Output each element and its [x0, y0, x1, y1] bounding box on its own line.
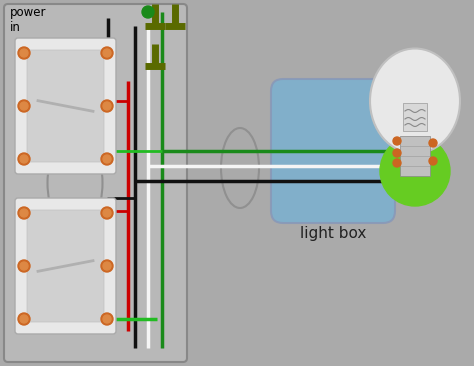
Circle shape [18, 260, 30, 272]
Circle shape [103, 262, 111, 270]
Circle shape [20, 315, 28, 323]
Circle shape [101, 313, 113, 325]
Circle shape [429, 139, 437, 147]
Circle shape [20, 49, 28, 57]
Text: power
in: power in [10, 6, 46, 34]
Circle shape [20, 155, 28, 163]
Circle shape [20, 102, 28, 110]
FancyBboxPatch shape [271, 79, 395, 223]
Circle shape [142, 6, 154, 18]
FancyBboxPatch shape [27, 210, 104, 322]
FancyBboxPatch shape [15, 38, 116, 174]
Circle shape [103, 155, 111, 163]
FancyBboxPatch shape [400, 136, 430, 176]
Circle shape [380, 136, 450, 206]
Circle shape [103, 49, 111, 57]
Circle shape [393, 137, 401, 145]
Circle shape [18, 153, 30, 165]
Circle shape [393, 149, 401, 157]
Circle shape [20, 209, 28, 217]
Ellipse shape [370, 49, 460, 153]
Circle shape [101, 260, 113, 272]
Circle shape [101, 207, 113, 219]
FancyBboxPatch shape [403, 103, 427, 131]
Text: light box: light box [300, 226, 366, 241]
FancyBboxPatch shape [4, 4, 187, 362]
Circle shape [18, 100, 30, 112]
Circle shape [103, 315, 111, 323]
Circle shape [18, 313, 30, 325]
FancyBboxPatch shape [27, 50, 104, 162]
Circle shape [101, 47, 113, 59]
Circle shape [20, 262, 28, 270]
FancyBboxPatch shape [15, 198, 116, 334]
Circle shape [18, 207, 30, 219]
Circle shape [103, 102, 111, 110]
Circle shape [393, 159, 401, 167]
Circle shape [101, 153, 113, 165]
Circle shape [429, 157, 437, 165]
Circle shape [101, 100, 113, 112]
Circle shape [18, 47, 30, 59]
Circle shape [103, 209, 111, 217]
